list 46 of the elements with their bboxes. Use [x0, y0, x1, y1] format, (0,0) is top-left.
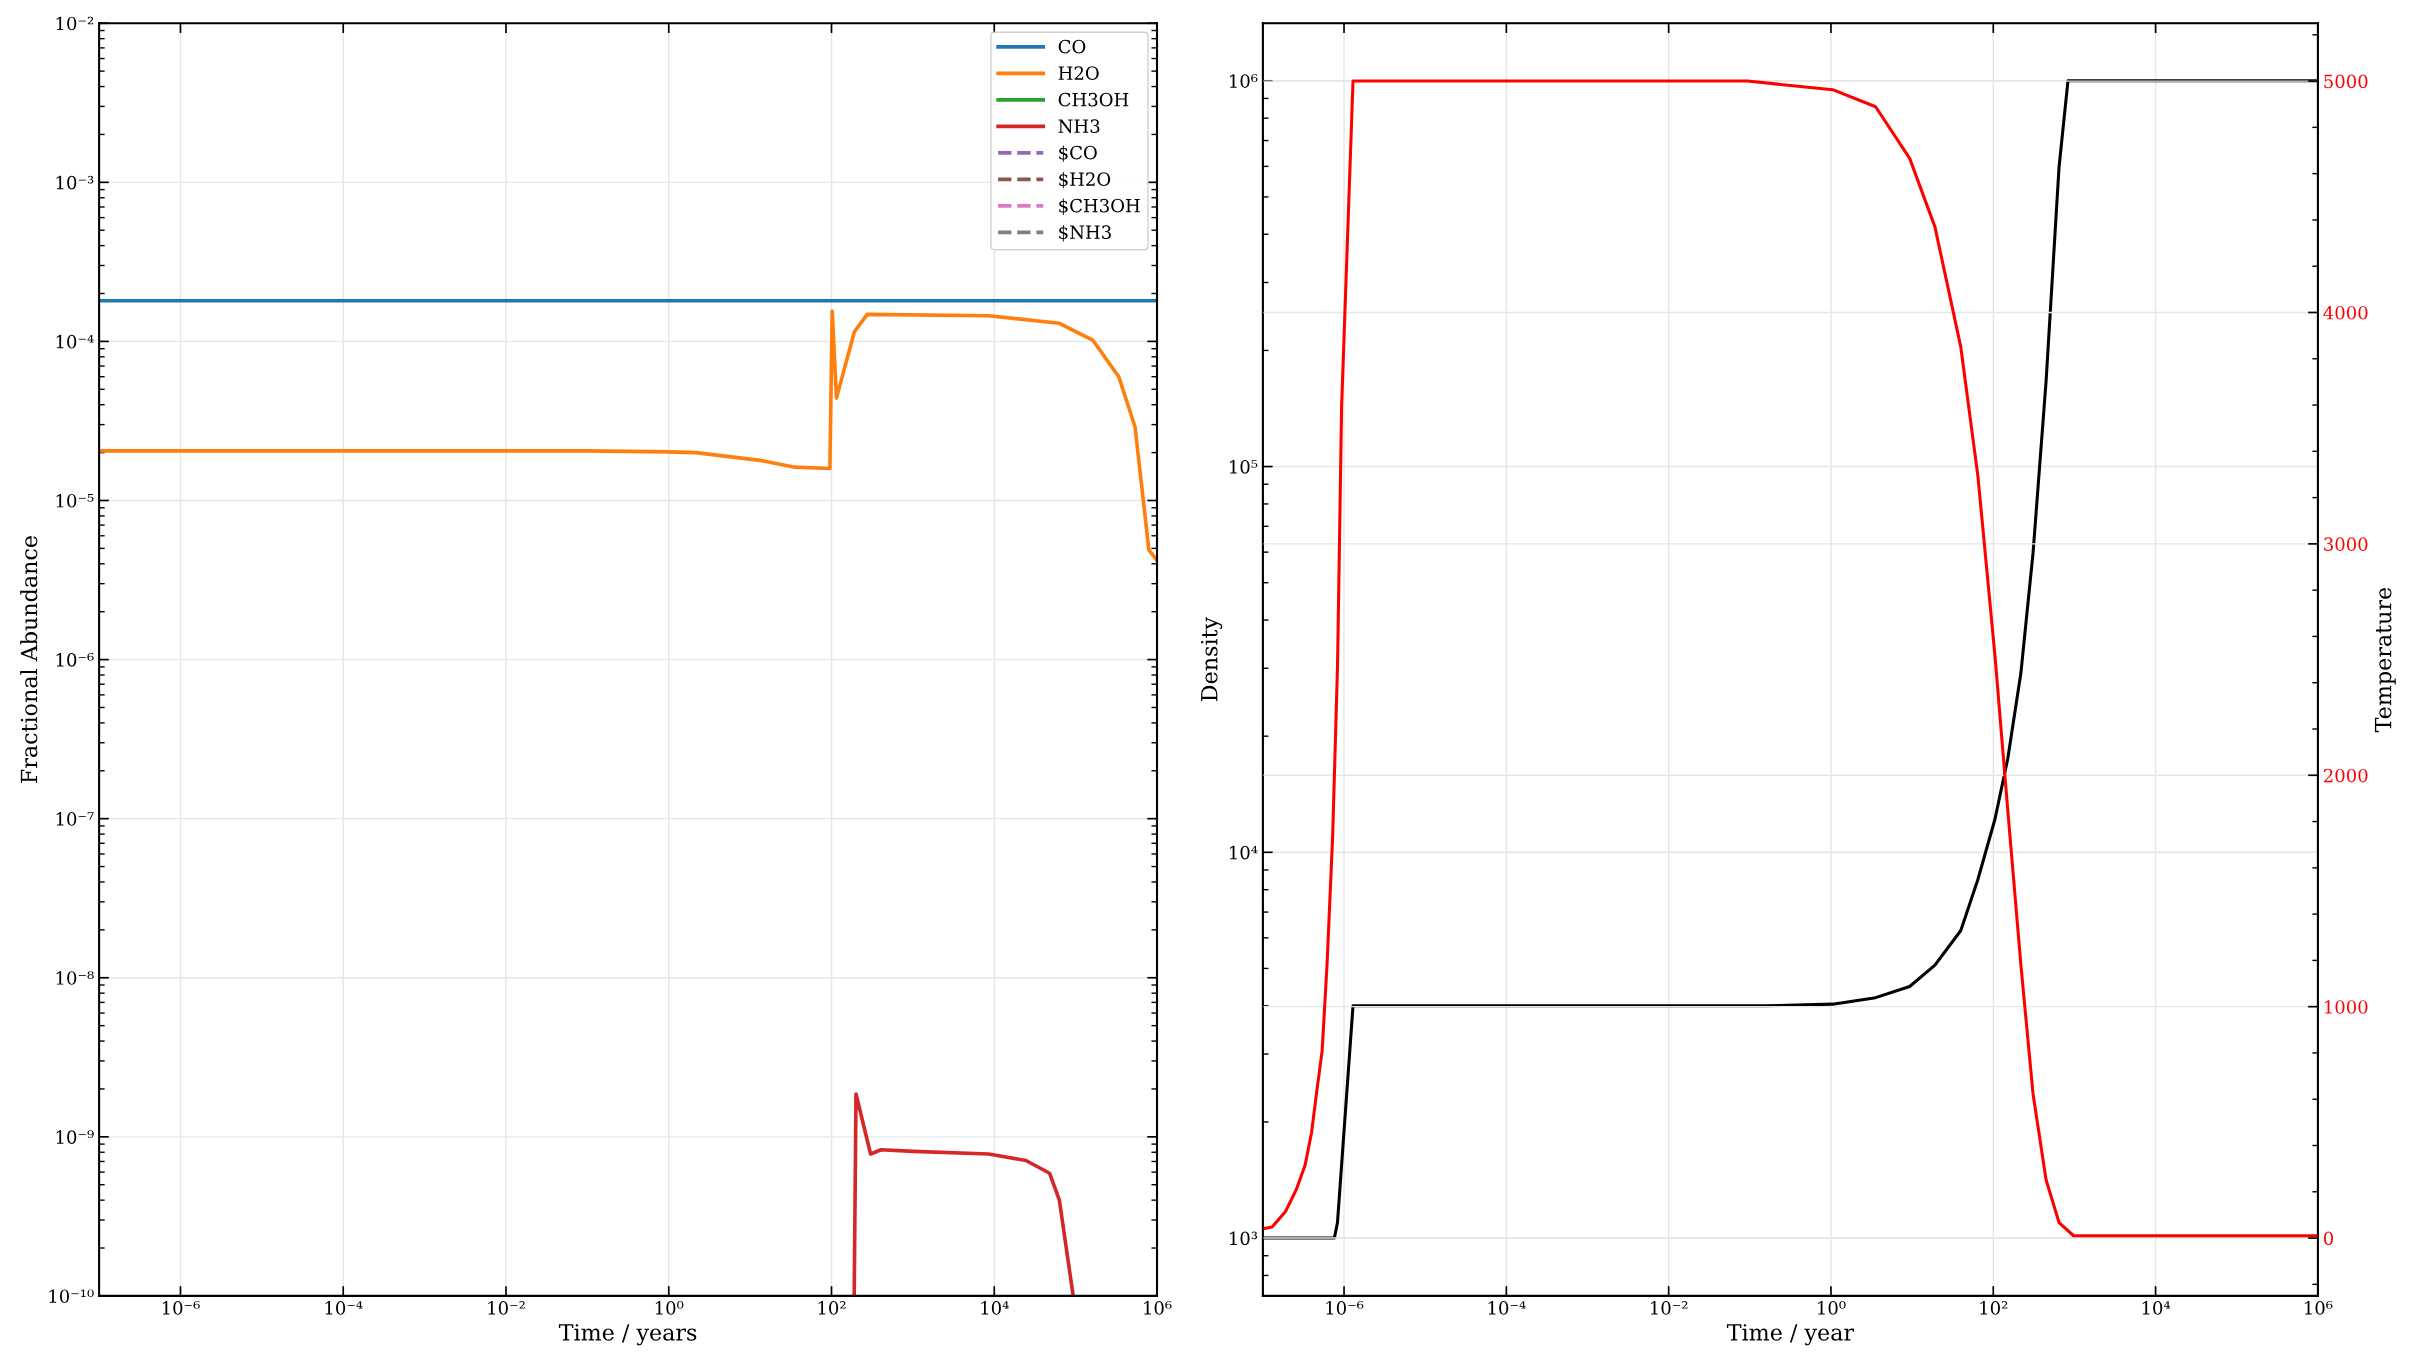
- x-tick-label: 10⁰: [655, 1301, 684, 1315]
- x-axis-title: Time / year: [1726, 1324, 1855, 1346]
- y2-tick-label: 4000: [2323, 305, 2368, 320]
- x-tick-label: 10⁻⁶: [162, 1301, 200, 1315]
- y-tick-label: 10³: [1230, 1231, 1258, 1246]
- legend-label: $CH3OH: [1059, 198, 1140, 215]
- legend-label: $H2O: [1059, 172, 1111, 189]
- x-tick-label: 10⁻²: [1650, 1301, 1688, 1315]
- x-tick-label: 10⁻⁴: [325, 1301, 363, 1315]
- y-tick-label: 10⁻⁴: [56, 334, 94, 349]
- y-tick-label: 10⁻⁵: [56, 493, 94, 508]
- y-tick-label: 10⁻²: [56, 16, 94, 31]
- x-axis-title: Time / years: [558, 1324, 697, 1346]
- legend-label: NH3: [1058, 119, 1100, 133]
- y-tick-label: 10⁻³: [56, 175, 94, 190]
- y2-tick-label: 2000: [2323, 768, 2368, 783]
- legend-label: CH3OH: [1058, 92, 1129, 107]
- x-tick-label: 10⁴: [981, 1301, 1009, 1315]
- x-tick-label: 10²: [1980, 1301, 2008, 1315]
- legend-label: $NH3: [1059, 225, 1111, 242]
- y2-axis-title: Temperature: [2374, 587, 2396, 733]
- y-tick-label: 10⁵: [1230, 460, 1258, 474]
- y2-tick-label: 3000: [2324, 537, 2368, 551]
- x-tick-label: 10⁶: [2305, 1301, 2333, 1315]
- y-tick-label: 10⁴: [1230, 845, 1258, 860]
- legend-label: H2O: [1058, 66, 1099, 80]
- x-tick-label: 10⁰: [1818, 1301, 1846, 1315]
- y-tick-label: 10⁻⁸: [56, 971, 94, 985]
- x-tick-label: 10⁶: [1144, 1301, 1172, 1315]
- y-tick-label: 10⁶: [1230, 74, 1258, 88]
- legend-label: CO: [1058, 39, 1086, 54]
- y-tick-label: 10⁻¹⁰: [49, 1289, 94, 1304]
- y2-tick-label: 5000: [2324, 74, 2368, 89]
- legend-label: $CO: [1059, 145, 1097, 162]
- x-tick-label: 10⁻²: [488, 1301, 525, 1315]
- y-axis-title: Density: [1200, 617, 1223, 701]
- x-tick-label: 10⁴: [2142, 1301, 2171, 1315]
- x-tick-label: 10⁻⁶: [1326, 1301, 1364, 1315]
- x-tick-label: 10⁻⁴: [1488, 1301, 1526, 1315]
- y-tick-label: 10⁻⁹: [56, 1130, 94, 1144]
- y-tick-label: 10⁻⁶: [56, 653, 94, 667]
- y2-tick-label: 1000: [2324, 1000, 2368, 1014]
- y2-tick-label: 0: [2323, 1231, 2334, 1246]
- y-tick-label: 10⁻⁷: [56, 812, 94, 826]
- x-tick-label: 10²: [818, 1301, 846, 1315]
- y-axis-title: Fractional Abundance: [20, 536, 38, 783]
